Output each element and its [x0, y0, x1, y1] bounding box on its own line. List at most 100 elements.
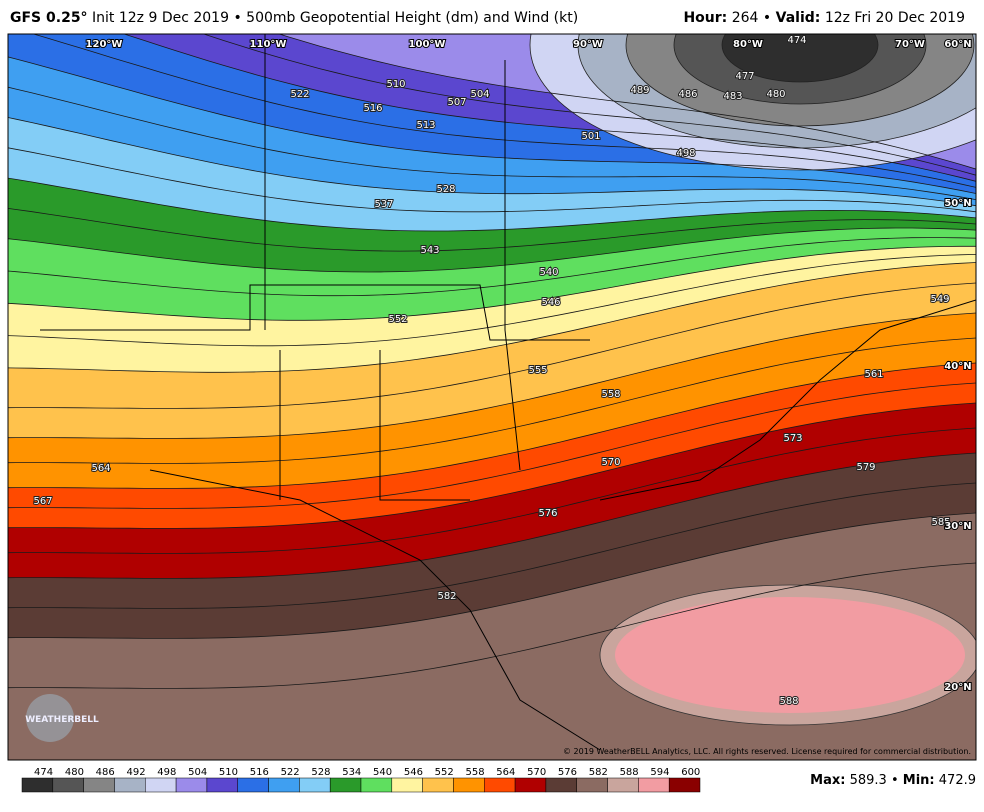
colorbar-label: 576 — [558, 767, 577, 778]
colorbar-label: 552 — [435, 767, 454, 778]
colorbar-swatch — [545, 777, 577, 793]
latitude-label: 40°N — [944, 361, 971, 372]
colorbar-label: 534 — [342, 767, 361, 778]
height-band — [615, 597, 965, 713]
longitude-label: 100°W — [409, 39, 446, 50]
colorbar-label: 594 — [650, 767, 669, 778]
longitude-label: 90°W — [573, 39, 603, 50]
contour-label: 570 — [601, 457, 620, 468]
separator: • — [891, 773, 899, 788]
contour-label: 567 — [33, 496, 52, 507]
contour-label: 549 — [930, 294, 949, 305]
logo: WEATHERBELL — [25, 715, 99, 725]
contour-line — [8, 482, 976, 609]
colorbar-label: 474 — [34, 767, 53, 778]
contour-label: 543 — [420, 245, 439, 256]
contour-label: 480 — [766, 89, 785, 100]
colorbar-label: 486 — [96, 767, 115, 778]
contour-label: 573 — [783, 433, 802, 444]
colorbar-label: 570 — [527, 767, 546, 778]
footer-stats: Max: 589.3 • Min: 472.9 — [810, 773, 976, 788]
contour-line — [32, 34, 976, 188]
contour-label: 582 — [437, 591, 456, 602]
contour-label: 564 — [91, 463, 110, 474]
colorbar-label: 504 — [188, 767, 207, 778]
colorbar-label: 582 — [589, 767, 608, 778]
colorbar-swatch — [607, 777, 639, 793]
contour-label: 510 — [386, 79, 405, 90]
colorbar-swatch — [514, 777, 547, 793]
colorbar-swatch — [360, 777, 393, 793]
hour: 264 — [732, 10, 759, 26]
contour-label: 588 — [779, 696, 798, 707]
colorbar-swatch — [114, 777, 146, 793]
coastline — [599, 299, 976, 501]
hour-label: Hour: — [683, 10, 727, 26]
contour-label: 537 — [374, 199, 393, 210]
contour-line — [123, 34, 976, 182]
contour-line — [8, 207, 976, 252]
contour-label: 501 — [581, 131, 600, 142]
colorbar-label: 588 — [620, 767, 639, 778]
colorbar-swatch — [175, 777, 208, 793]
longitude-label: 70°W — [895, 39, 925, 50]
latitude-label: 30°N — [944, 521, 971, 532]
colorbar-label: 492 — [126, 767, 145, 778]
colorbar-label: 516 — [250, 767, 269, 778]
header-right: Hour: 264 • Valid: 12z Fri 20 Dec 2019 — [683, 10, 965, 26]
latitude-label: 50°N — [944, 198, 971, 209]
colorbar-swatch — [237, 777, 269, 793]
colorbar-swatch — [83, 777, 115, 793]
valid-label: Valid: — [776, 10, 821, 26]
longitude-label: 120°W — [86, 39, 123, 50]
colorbar-swatch — [206, 777, 238, 793]
contour-line — [8, 362, 976, 489]
contour-label: 477 — [735, 71, 754, 82]
colorbar-swatch — [576, 777, 608, 793]
max: 589.3 — [850, 773, 887, 788]
contour-label: 576 — [538, 508, 557, 519]
coastline — [149, 469, 601, 751]
contour-label: 546 — [541, 297, 560, 308]
colorbar-swatch — [21, 777, 54, 793]
colorbar-swatch — [453, 777, 485, 793]
contour-label: 579 — [856, 462, 875, 473]
contour-label: 552 — [388, 314, 407, 325]
contour-line — [8, 147, 976, 213]
contour-label: 513 — [416, 120, 435, 131]
colorbar-label: 510 — [219, 767, 238, 778]
contour-line — [8, 245, 976, 321]
header-left: GFS 0.25° Init 12z 9 Dec 2019 • 500mb Ge… — [10, 10, 578, 26]
copyright: © 2019 WeatherBELL Analytics, LLC. All r… — [563, 747, 971, 756]
colorbar-label: 528 — [311, 767, 330, 778]
contour-line — [8, 86, 976, 200]
separator: • — [763, 10, 771, 26]
colorbar-label: 558 — [465, 767, 484, 778]
contour-label: 516 — [363, 103, 382, 114]
colorbar-swatch — [145, 777, 177, 793]
contour-line — [8, 282, 976, 409]
contour-line — [8, 117, 976, 207]
logo-mark — [26, 694, 74, 742]
colorbar-label: 480 — [65, 767, 84, 778]
border — [379, 350, 470, 501]
contour-label: 489 — [630, 85, 649, 96]
colorbar-swatch — [299, 777, 331, 793]
contour-label: 498 — [676, 148, 695, 159]
colorbar-swatch — [329, 777, 362, 793]
colorbar-swatch — [484, 777, 516, 793]
colorbar-swatch — [268, 777, 300, 793]
contour-line — [202, 34, 976, 176]
colorbar-swatch — [668, 777, 701, 793]
border — [40, 284, 590, 341]
contour-line — [8, 452, 976, 579]
longitude-label: 60°N — [944, 39, 971, 50]
border — [504, 60, 521, 471]
contour-label: 507 — [447, 97, 466, 108]
contour-label: 561 — [864, 369, 883, 380]
longitude-label: 80°W — [733, 39, 763, 50]
contour-line — [8, 237, 976, 297]
colorbar-label: 546 — [404, 767, 423, 778]
contour-line — [8, 312, 976, 439]
